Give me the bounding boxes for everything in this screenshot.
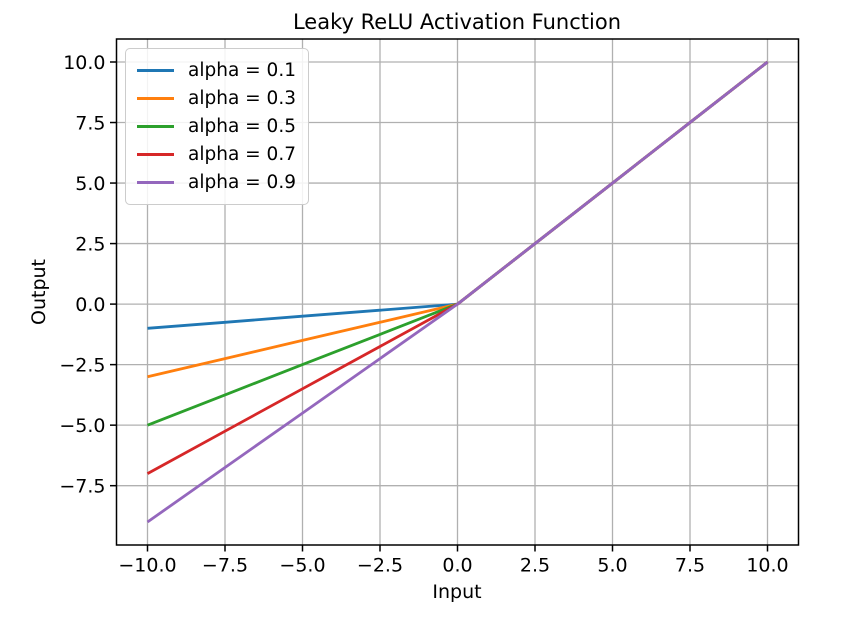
y-tick-label: −7.5 xyxy=(59,475,105,497)
x-tick-label: 0.0 xyxy=(442,555,472,577)
x-tick-label: −5.0 xyxy=(279,555,325,577)
x-tick-label: −10.0 xyxy=(118,555,176,577)
y-tick-label: 2.5 xyxy=(75,233,105,255)
legend-line-swatch xyxy=(137,124,174,128)
y-tick-label: −2.5 xyxy=(59,354,105,376)
y-tick-label: 10.0 xyxy=(63,52,105,74)
x-tick-label: −7.5 xyxy=(202,555,248,577)
chart-title: Leaky ReLU Activation Function xyxy=(292,10,622,34)
legend-line-swatch xyxy=(137,68,174,72)
x-tick-label: 2.5 xyxy=(520,555,550,577)
x-tick-label: 5.0 xyxy=(597,555,627,577)
y-tick-label: 0.0 xyxy=(75,294,105,316)
legend: alpha = 0.1 alpha = 0.3 alpha = 0.5 alpha =… xyxy=(125,48,309,205)
legend-label: alpha = 0.7 xyxy=(188,144,296,166)
y-tick-label: 5.0 xyxy=(75,173,105,195)
x-tick-label: −2.5 xyxy=(357,555,403,577)
legend-entry: alpha = 0.1 xyxy=(137,56,296,84)
legend-line-swatch xyxy=(137,181,174,185)
y-axis-label: Output xyxy=(28,259,50,325)
legend-entry: alpha = 0.7 xyxy=(137,141,296,169)
legend-label: alpha = 0.5 xyxy=(188,115,296,137)
legend-entry: alpha = 0.9 xyxy=(137,169,296,197)
y-tick-label: −5.0 xyxy=(59,415,105,437)
legend-entry: alpha = 0.3 xyxy=(137,84,296,112)
legend-label: alpha = 0.1 xyxy=(188,59,296,81)
x-axis-label: Input xyxy=(432,581,482,603)
legend-entry: alpha = 0.5 xyxy=(137,112,296,140)
series-line-alpha-0.9 xyxy=(146,60,769,524)
y-tick-label: 7.5 xyxy=(75,112,105,134)
x-tick-label: 10.0 xyxy=(746,555,788,577)
x-tick-label: 7.5 xyxy=(675,555,705,577)
legend-label: alpha = 0.9 xyxy=(188,172,296,194)
legend-line-swatch xyxy=(137,153,174,157)
legend-line-swatch xyxy=(137,96,174,100)
legend-label: alpha = 0.3 xyxy=(188,87,296,109)
